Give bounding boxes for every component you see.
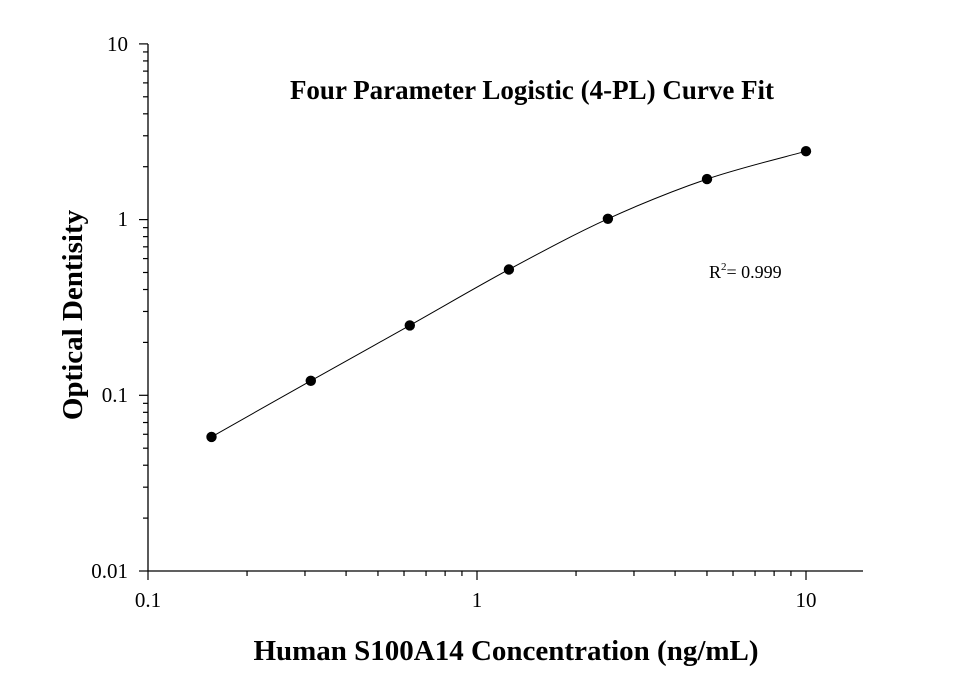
x-axis-label: Human S100A14 Concentration (ng/mL): [253, 635, 758, 667]
x-tick-label: 0.1: [135, 588, 161, 612]
data-point: [503, 264, 515, 275]
y-axis-label: Optical Dentisity: [57, 209, 89, 420]
y-tick-label: 10: [107, 32, 128, 56]
y-tick-label: 1: [118, 207, 129, 231]
data-point: [206, 431, 217, 443]
y-tick-label: 0.1: [102, 383, 128, 407]
r-squared-superscript: 2: [721, 261, 727, 273]
r-squared-value: = 0.999: [727, 262, 782, 282]
y-tick-label: 0.01: [91, 559, 128, 583]
r-squared-annotation: R2= 0.999: [709, 261, 782, 282]
r-squared-symbol: R: [709, 262, 721, 282]
x-tick-label: 1: [472, 588, 483, 612]
data-point: [404, 320, 415, 331]
y-axis-ticks: [139, 43, 148, 572]
x-tick-label: 10: [796, 588, 817, 612]
data-point: [800, 146, 812, 157]
x-axis-ticks: [147, 571, 807, 580]
chart-title: Four Parameter Logistic (4-PL) Curve Fit: [290, 75, 774, 105]
data-point: [305, 375, 316, 386]
data-point: [602, 213, 614, 224]
data-points: [206, 146, 812, 443]
fit-curve: [211, 150, 807, 438]
data-point: [701, 173, 713, 185]
